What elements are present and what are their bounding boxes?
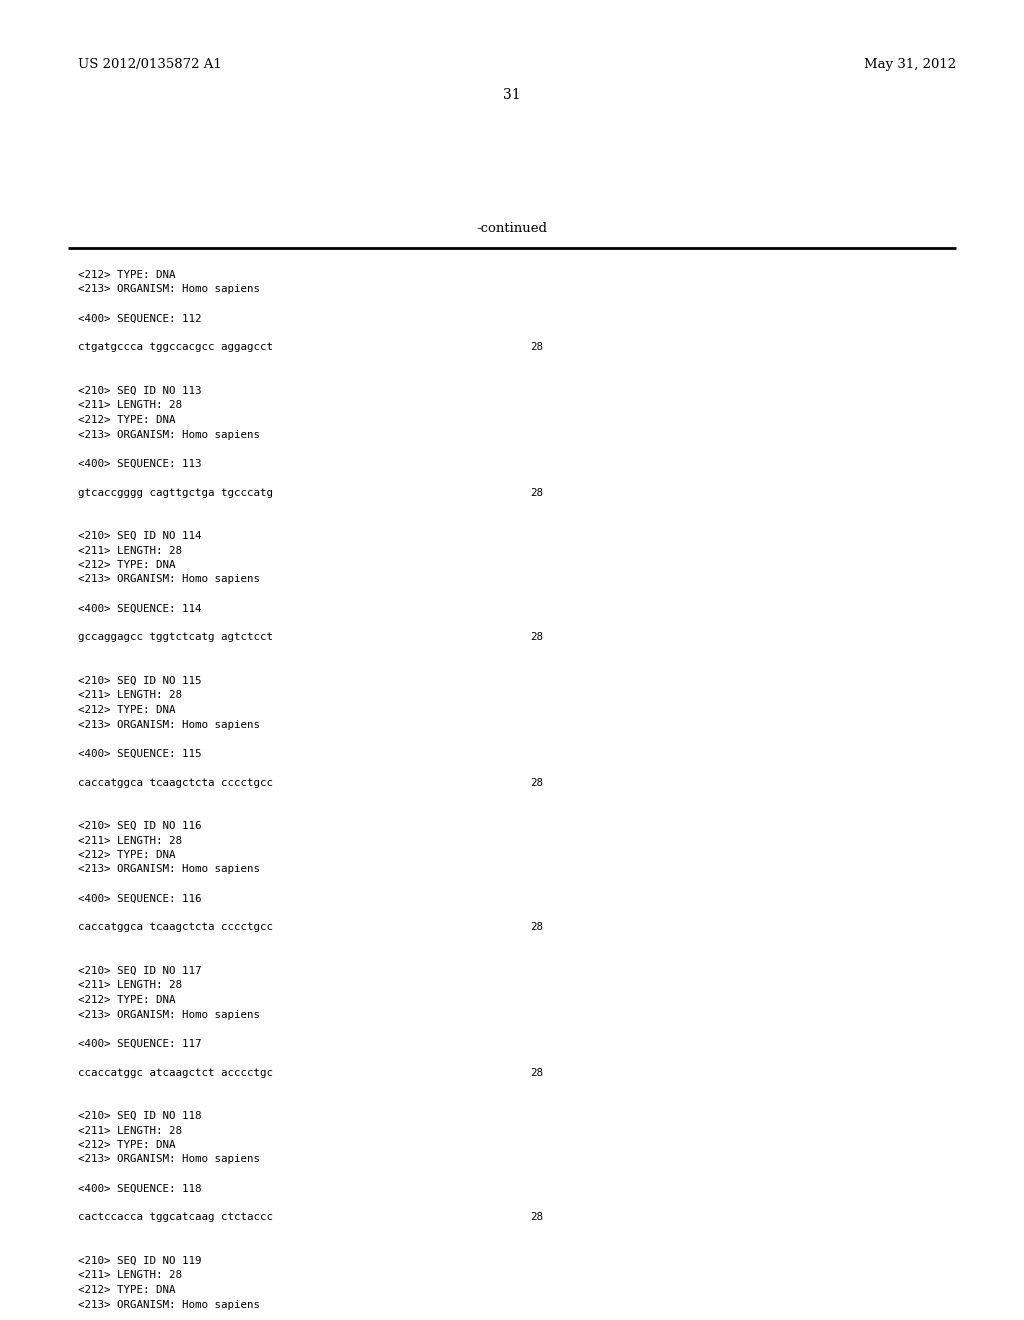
Text: <400> SEQUENCE: 114: <400> SEQUENCE: 114 [78, 603, 202, 614]
Text: US 2012/0135872 A1: US 2012/0135872 A1 [78, 58, 222, 71]
Text: <400> SEQUENCE: 115: <400> SEQUENCE: 115 [78, 748, 202, 759]
Text: <400> SEQUENCE: 118: <400> SEQUENCE: 118 [78, 1184, 202, 1193]
Text: <210> SEQ ID NO 119: <210> SEQ ID NO 119 [78, 1257, 202, 1266]
Text: <212> TYPE: DNA: <212> TYPE: DNA [78, 705, 175, 715]
Text: <210> SEQ ID NO 115: <210> SEQ ID NO 115 [78, 676, 202, 686]
Text: <211> LENGTH: 28: <211> LENGTH: 28 [78, 545, 182, 556]
Text: <213> ORGANISM: Homo sapiens: <213> ORGANISM: Homo sapiens [78, 719, 260, 730]
Text: <210> SEQ ID NO 117: <210> SEQ ID NO 117 [78, 966, 202, 975]
Text: <211> LENGTH: 28: <211> LENGTH: 28 [78, 400, 182, 411]
Text: <213> ORGANISM: Homo sapiens: <213> ORGANISM: Homo sapiens [78, 1010, 260, 1019]
Text: <212> TYPE: DNA: <212> TYPE: DNA [78, 560, 175, 570]
Text: <211> LENGTH: 28: <211> LENGTH: 28 [78, 690, 182, 701]
Text: 28: 28 [530, 923, 543, 932]
Text: 28: 28 [530, 1068, 543, 1077]
Text: <210> SEQ ID NO 114: <210> SEQ ID NO 114 [78, 531, 202, 541]
Text: 28: 28 [530, 342, 543, 352]
Text: <212> TYPE: DNA: <212> TYPE: DNA [78, 995, 175, 1005]
Text: gccaggagcc tggtctcatg agtctcct: gccaggagcc tggtctcatg agtctcct [78, 632, 273, 643]
Text: <400> SEQUENCE: 113: <400> SEQUENCE: 113 [78, 458, 202, 469]
Text: 28: 28 [530, 777, 543, 788]
Text: <400> SEQUENCE: 116: <400> SEQUENCE: 116 [78, 894, 202, 903]
Text: <211> LENGTH: 28: <211> LENGTH: 28 [78, 981, 182, 990]
Text: 28: 28 [530, 1213, 543, 1222]
Text: gtcaccgggg cagttgctga tgcccatg: gtcaccgggg cagttgctga tgcccatg [78, 487, 273, 498]
Text: caccatggca tcaagctcta cccctgcc: caccatggca tcaagctcta cccctgcc [78, 777, 273, 788]
Text: <213> ORGANISM: Homo sapiens: <213> ORGANISM: Homo sapiens [78, 1299, 260, 1309]
Text: <210> SEQ ID NO 113: <210> SEQ ID NO 113 [78, 385, 202, 396]
Text: <212> TYPE: DNA: <212> TYPE: DNA [78, 1140, 175, 1150]
Text: 31: 31 [503, 88, 521, 102]
Text: <400> SEQUENCE: 112: <400> SEQUENCE: 112 [78, 314, 202, 323]
Text: <213> ORGANISM: Homo sapiens: <213> ORGANISM: Homo sapiens [78, 1155, 260, 1164]
Text: <213> ORGANISM: Homo sapiens: <213> ORGANISM: Homo sapiens [78, 285, 260, 294]
Text: May 31, 2012: May 31, 2012 [864, 58, 956, 71]
Text: ctgatgccca tggccacgcc aggagcct: ctgatgccca tggccacgcc aggagcct [78, 342, 273, 352]
Text: ccaccatggc atcaagctct acccctgc: ccaccatggc atcaagctct acccctgc [78, 1068, 273, 1077]
Text: <212> TYPE: DNA: <212> TYPE: DNA [78, 850, 175, 861]
Text: <210> SEQ ID NO 116: <210> SEQ ID NO 116 [78, 821, 202, 832]
Text: caccatggca tcaagctcta cccctgcc: caccatggca tcaagctcta cccctgcc [78, 923, 273, 932]
Text: <213> ORGANISM: Homo sapiens: <213> ORGANISM: Homo sapiens [78, 429, 260, 440]
Text: <211> LENGTH: 28: <211> LENGTH: 28 [78, 1126, 182, 1135]
Text: 28: 28 [530, 632, 543, 643]
Text: <400> SEQUENCE: 117: <400> SEQUENCE: 117 [78, 1039, 202, 1048]
Text: <210> SEQ ID NO 118: <210> SEQ ID NO 118 [78, 1111, 202, 1121]
Text: <211> LENGTH: 28: <211> LENGTH: 28 [78, 836, 182, 846]
Text: <212> TYPE: DNA: <212> TYPE: DNA [78, 271, 175, 280]
Text: <213> ORGANISM: Homo sapiens: <213> ORGANISM: Homo sapiens [78, 865, 260, 874]
Text: -continued: -continued [476, 222, 548, 235]
Text: <212> TYPE: DNA: <212> TYPE: DNA [78, 1284, 175, 1295]
Text: <213> ORGANISM: Homo sapiens: <213> ORGANISM: Homo sapiens [78, 574, 260, 585]
Text: 28: 28 [530, 487, 543, 498]
Text: cactccacca tggcatcaag ctctaccc: cactccacca tggcatcaag ctctaccc [78, 1213, 273, 1222]
Text: <211> LENGTH: 28: <211> LENGTH: 28 [78, 1270, 182, 1280]
Text: <212> TYPE: DNA: <212> TYPE: DNA [78, 414, 175, 425]
